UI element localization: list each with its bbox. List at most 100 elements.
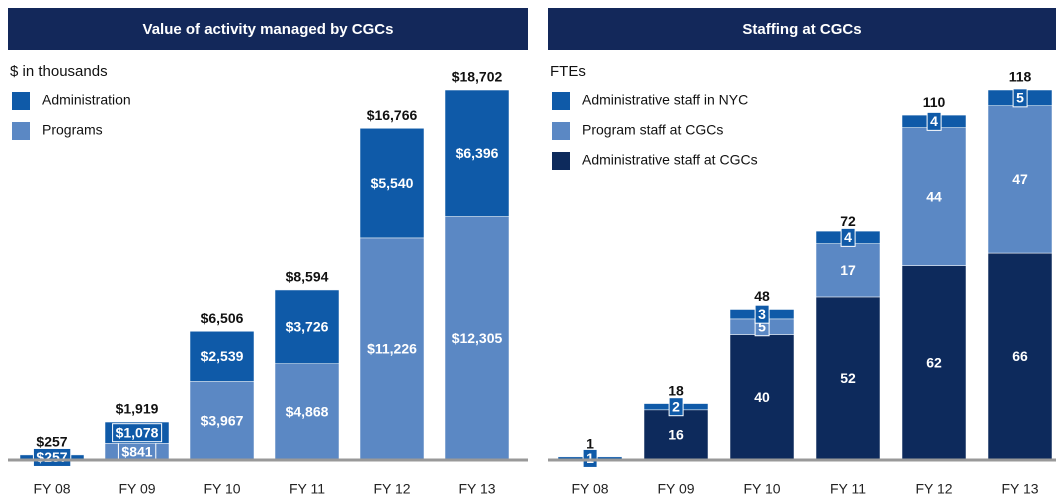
total-label: $8,594 [286, 269, 329, 285]
value-label: $257 [36, 449, 67, 465]
value-label-group: 62 [926, 354, 942, 370]
bar-segment [274, 363, 340, 461]
legend-swatch [12, 122, 30, 140]
value-label: $1,078 [116, 424, 159, 440]
value-label: 52 [840, 370, 856, 386]
x-tick-label: FY 12 [915, 481, 952, 497]
value-label: 17 [840, 262, 856, 278]
total-label: $257 [36, 434, 67, 450]
value-label-box [32, 447, 72, 467]
bar-segment [901, 265, 967, 461]
x-tick-label: FY 13 [458, 481, 495, 497]
value-label: 1 [586, 450, 594, 466]
value-label-box [1012, 88, 1028, 108]
x-tick-label: FY 08 [571, 481, 608, 497]
value-label-group: $6,396 [456, 145, 499, 161]
value-label-group: 44 [926, 188, 942, 204]
value-label-group: $12,305 [452, 330, 503, 346]
legend-label: Program staff at CGCs [582, 122, 723, 138]
total-label: 72 [840, 213, 856, 229]
value-label-group: 16 [668, 427, 684, 443]
value-label: $5,540 [371, 175, 414, 191]
chart-title: Staffing at CGCs [742, 21, 861, 38]
value-label: 2 [672, 398, 680, 414]
bar-segment [901, 127, 967, 266]
total-label: 1 [586, 436, 594, 452]
value-label: 47 [1012, 171, 1028, 187]
legend-swatch [552, 122, 570, 140]
legend-label: Administrative staff in NYC [582, 92, 748, 108]
value-label-group: 52 [840, 370, 856, 386]
bar-segment [274, 289, 340, 364]
value-label-group: 5 [1012, 88, 1028, 108]
value-label: $3,726 [286, 319, 329, 335]
bar-segment [643, 409, 709, 461]
legend-swatch [552, 92, 570, 110]
subtitle: $ in thousands [10, 63, 108, 80]
x-tick-label: FY 10 [743, 481, 780, 497]
value-label-group: 66 [1012, 348, 1028, 364]
x-tick-label: FY 10 [203, 481, 240, 497]
value-label: $3,967 [201, 412, 244, 428]
value-label-group: $841 [117, 442, 157, 462]
value-label: 3 [758, 306, 766, 322]
value-label-box [754, 304, 770, 324]
bar-segment [444, 89, 510, 217]
total-label: $16,766 [367, 107, 418, 123]
value-label-group: 17 [840, 262, 856, 278]
value-label: $4,868 [286, 404, 329, 420]
value-label: $11,226 [367, 341, 417, 357]
value-label: $841 [121, 443, 152, 459]
value-label-group: $1,078 [112, 423, 163, 443]
header-bar [8, 8, 528, 50]
bar-segment [189, 381, 255, 461]
legend-swatch [552, 152, 570, 170]
total-label: $18,702 [452, 69, 503, 85]
value-label-group: 3 [754, 304, 770, 324]
value-label: 4 [930, 113, 938, 129]
value-label: $6,396 [456, 145, 499, 161]
bar-segment [189, 331, 255, 382]
chart-title: Value of activity managed by CGCs [143, 21, 394, 38]
value-label-group: $11,226 [367, 341, 417, 357]
x-tick-label: FY 11 [830, 481, 866, 497]
bar-segment [359, 237, 425, 461]
value-label: 66 [1012, 348, 1028, 364]
legend-label: Programs [42, 122, 103, 138]
value-label: 44 [926, 188, 942, 204]
total-label: 48 [754, 288, 770, 304]
value-label: 16 [668, 427, 684, 443]
subtitle: FTEs [550, 63, 586, 80]
value-label-group: $3,726 [286, 319, 329, 335]
value-label-group: 4 [840, 227, 856, 247]
bar-segment [987, 252, 1053, 461]
value-label: 40 [754, 389, 770, 405]
value-label-box [840, 227, 856, 247]
bar-segment [815, 296, 881, 461]
value-label-group: $5,540 [371, 175, 414, 191]
value-label-group: 2 [668, 397, 684, 417]
x-tick-label: FY 09 [118, 481, 155, 497]
legend-swatch [12, 92, 30, 110]
x-tick-label: FY 12 [373, 481, 410, 497]
legend-label: Administrative staff at CGCs [582, 152, 758, 168]
x-tick-label: FY 08 [33, 481, 70, 497]
value-label-group: $4,868 [286, 404, 329, 420]
x-tick-label: FY 13 [1001, 481, 1038, 497]
total-label: 18 [668, 382, 684, 398]
value-label-group: 1 [582, 448, 598, 468]
value-label-group: $2,539 [201, 348, 244, 364]
value-label-group: 40 [754, 389, 770, 405]
value-label-box [112, 423, 163, 443]
x-tick-label: FY 11 [289, 481, 325, 497]
value-label-box [668, 397, 684, 417]
total-label: $6,506 [201, 310, 244, 326]
bar-segment [815, 243, 881, 298]
value-label: 5 [1016, 90, 1024, 106]
value-label: 62 [926, 354, 942, 370]
x-tick-label: FY 09 [657, 481, 694, 497]
total-label: 110 [923, 94, 946, 110]
value-label-box [926, 111, 942, 131]
bar-segment [987, 105, 1053, 254]
